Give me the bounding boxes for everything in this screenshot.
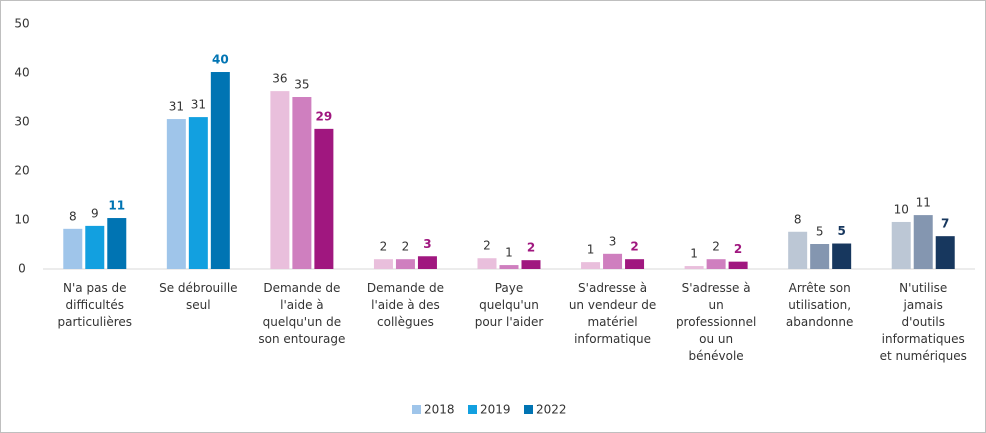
x-tick-label: S'adresse à un vendeur de matériel informat…: [569, 281, 656, 346]
x-tick-label: S'adresse à un professionnel ou un bénévole: [676, 281, 756, 363]
legend-swatch: [412, 405, 421, 414]
bar: [63, 228, 83, 269]
y-tick-label: 30: [14, 115, 29, 129]
bar: [373, 259, 393, 269]
data-label: 2: [380, 240, 388, 254]
bar: [210, 72, 230, 270]
legend-swatch: [524, 405, 533, 414]
bar: [499, 265, 519, 269]
data-label: 7: [941, 217, 949, 231]
bar: [728, 261, 748, 269]
legend-swatch: [468, 405, 477, 414]
data-label: 1: [690, 247, 698, 261]
legend-label: 2019: [480, 403, 511, 417]
y-tick-label: 0: [18, 262, 26, 276]
data-label: 8: [794, 212, 802, 226]
y-tick-label: 40: [14, 66, 29, 80]
x-tick-label: N'utilise jamais d'outils informatiques et n…: [880, 281, 967, 363]
data-label: 36: [272, 72, 287, 86]
bar: [188, 117, 208, 269]
bar: [314, 128, 334, 269]
bar: [832, 243, 852, 269]
data-label: 11: [108, 199, 125, 213]
data-label: 5: [816, 225, 824, 239]
data-label: 11: [916, 196, 931, 210]
data-label: 5: [837, 224, 845, 238]
data-label: 1: [587, 243, 595, 257]
bar: [521, 260, 541, 269]
x-tick-label: Se débrouille seul: [159, 281, 237, 312]
data-label: 40: [212, 53, 229, 67]
y-tick-label: 10: [14, 213, 29, 227]
data-label: 10: [894, 202, 909, 216]
data-label: 1: [505, 246, 513, 260]
x-tick-label: Demande de l'aide à quelqu'un de son entour…: [258, 281, 345, 346]
y-tick-label: 50: [14, 17, 29, 31]
bar: [625, 259, 645, 269]
bar: [107, 218, 127, 269]
bar: [292, 97, 312, 269]
bar: [891, 221, 911, 269]
data-label: 2: [402, 240, 410, 254]
bar: [935, 236, 955, 269]
bar: [395, 259, 415, 269]
bar: [166, 119, 186, 269]
bar: [684, 266, 704, 269]
bar: [85, 225, 105, 269]
data-label: 29: [316, 109, 333, 123]
data-label: 2: [712, 240, 720, 254]
bar: [706, 259, 726, 269]
data-label: 3: [423, 237, 431, 251]
bar: [581, 262, 601, 269]
bar: [270, 91, 290, 269]
data-label: 2: [483, 239, 491, 253]
bar: [417, 256, 437, 269]
bar: [913, 215, 933, 269]
legend-label: 2018: [424, 403, 455, 417]
y-tick-label: 20: [14, 164, 29, 178]
x-tick-label: Arrête son utilisation, abandonne: [786, 281, 853, 329]
data-label: 31: [169, 100, 184, 114]
data-label: 9: [91, 206, 99, 220]
data-label: 2: [527, 241, 535, 255]
bar: [603, 253, 623, 269]
data-label: 31: [191, 98, 206, 112]
bar: [477, 258, 497, 269]
legend-label: 2022: [536, 403, 567, 417]
data-label: 8: [69, 209, 77, 223]
data-label: 35: [294, 78, 309, 92]
x-tick-label: Paye quelqu'un pour l'aider: [475, 281, 544, 329]
data-label: 2: [630, 240, 638, 254]
x-tick-label: N'a pas de difficultés particulières: [58, 281, 133, 329]
bar: [788, 231, 808, 269]
data-label: 2: [734, 242, 742, 256]
bar: [810, 244, 830, 269]
data-label: 3: [609, 234, 617, 248]
x-tick-label: Demande de l'aide à des collègues: [367, 281, 444, 329]
